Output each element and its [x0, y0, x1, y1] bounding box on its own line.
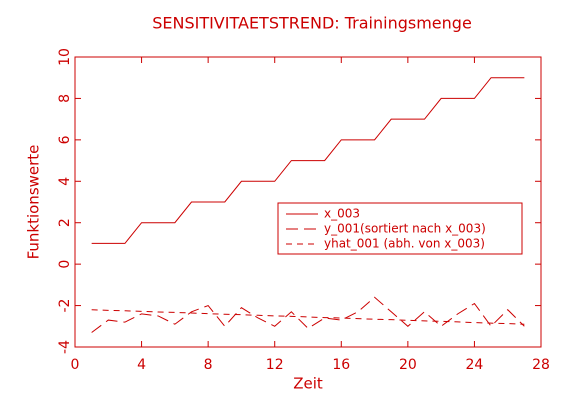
x-tick-label: 8 — [204, 357, 213, 373]
y-tick-label: 2 — [57, 218, 73, 227]
y-tick-label: -4 — [57, 340, 73, 354]
x-tick-label: 20 — [399, 357, 417, 373]
x-tick-label: 28 — [532, 357, 550, 373]
y-tick-label: 10 — [57, 48, 73, 66]
series-line — [91, 77, 525, 244]
plot-frame — [74, 56, 542, 348]
series-line — [91, 309, 525, 325]
x-tick-label: 16 — [332, 357, 350, 373]
y-tick-label: -2 — [57, 299, 73, 313]
x-tick-label: 0 — [71, 357, 80, 373]
x-tick-label: 12 — [266, 357, 284, 373]
legend-label: y_001(sortiert nach x_003) — [324, 222, 486, 236]
y-tick-label: 8 — [57, 94, 73, 103]
legend-label: yhat_001 (abh. von x_003) — [324, 237, 485, 251]
x-tick-label: 4 — [137, 357, 146, 373]
x-axis-label: Zeit — [293, 375, 323, 393]
y-tick-label: 0 — [57, 260, 73, 269]
legend-box — [277, 202, 523, 255]
series-line — [91, 296, 525, 333]
legend-label: x_003 — [324, 207, 360, 221]
x-tick-label: 24 — [466, 357, 484, 373]
y-tick-label: 6 — [57, 135, 73, 144]
y-axis-label: Funktionswerte — [25, 145, 43, 260]
chart-title: SENSITIVITAETSTREND: Trainingsmenge — [152, 14, 472, 33]
y-tick-label: 4 — [57, 177, 73, 186]
